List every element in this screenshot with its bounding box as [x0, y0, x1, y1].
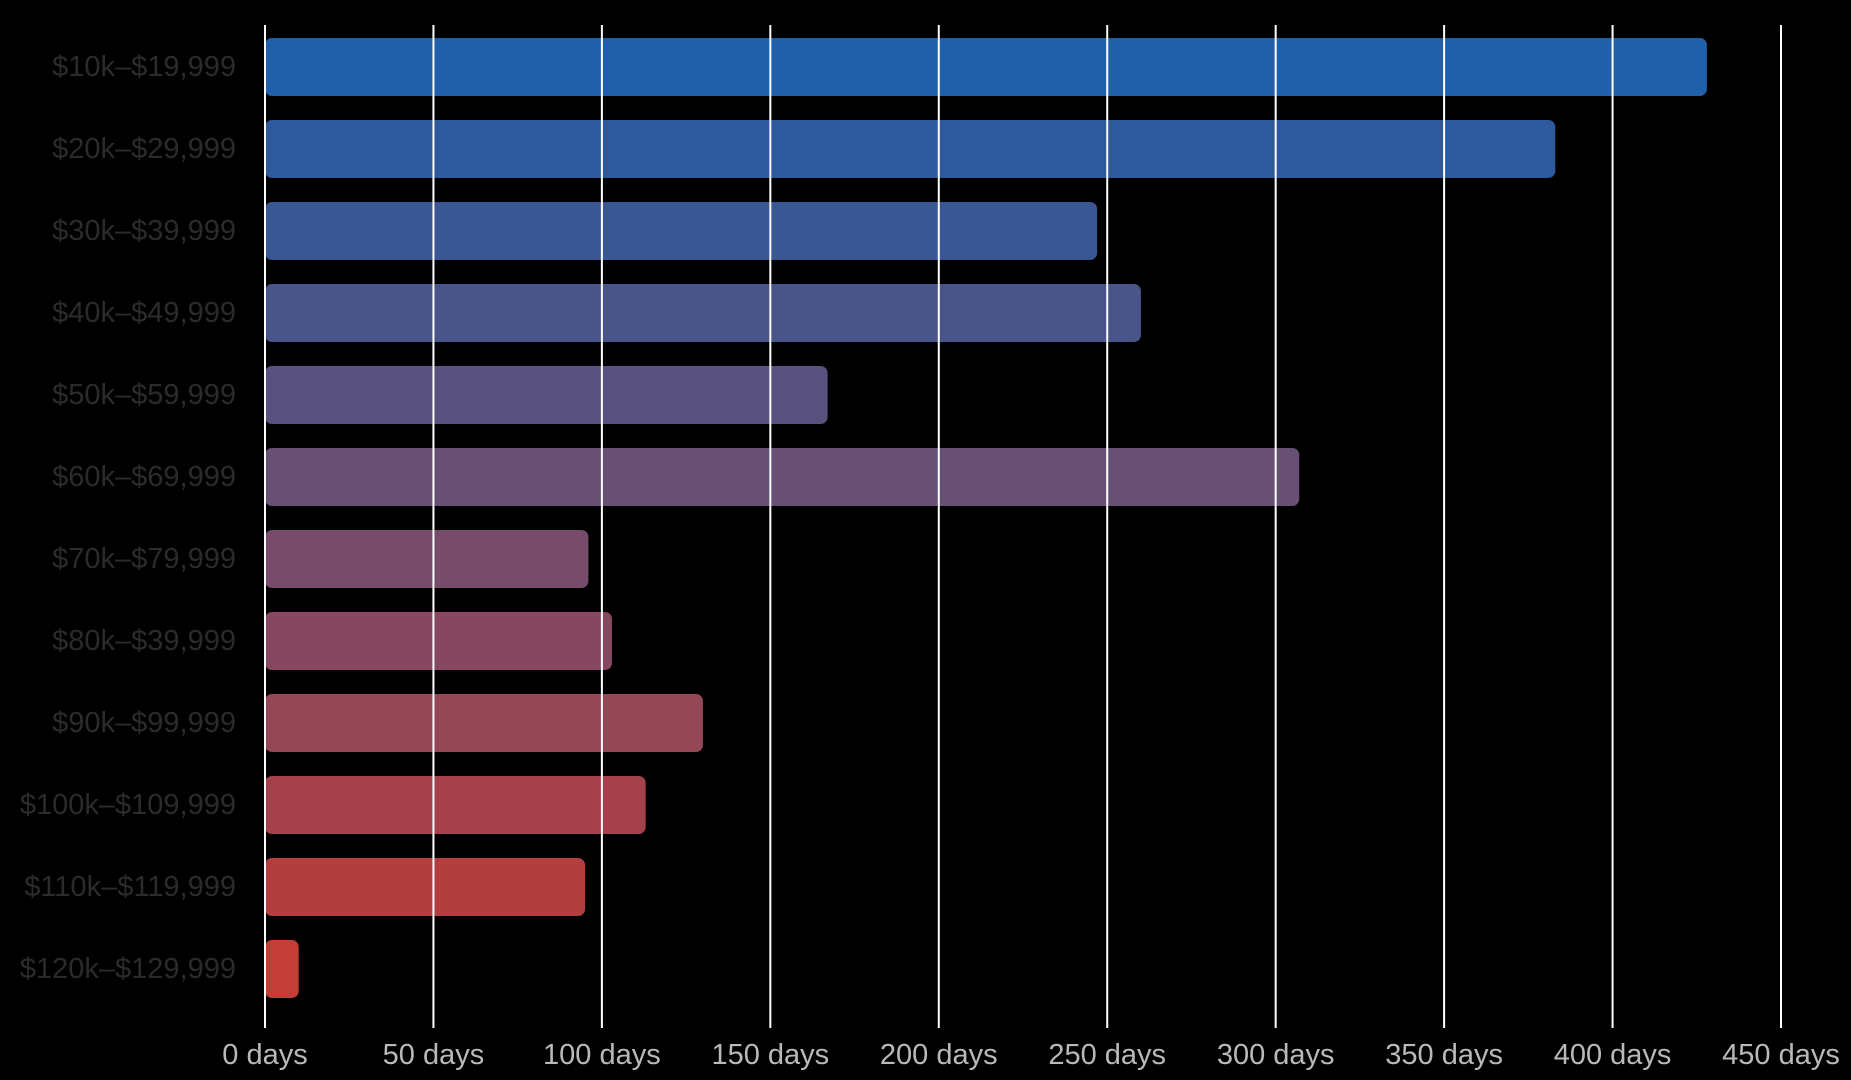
- category-label: $40k–$49,999: [52, 297, 236, 329]
- category-label: $50k–$59,999: [52, 379, 236, 411]
- x-tick-label: 350 days: [1385, 1039, 1503, 1071]
- x-tick-label: 50 days: [383, 1039, 485, 1071]
- category-label: $10k–$19,999: [52, 51, 236, 83]
- category-labels: $10k–$19,999 $20k–$29,999 $30k–$39,999 $40k…: [20, 51, 236, 985]
- category-label: $90k–$99,999: [52, 707, 236, 739]
- bar: [265, 366, 828, 424]
- category-label: $70k–$79,999: [52, 543, 236, 575]
- x-tick-label: 200 days: [880, 1039, 998, 1071]
- category-label: $20k–$29,999: [52, 133, 236, 165]
- bar: [265, 448, 1300, 506]
- bar: [265, 202, 1098, 260]
- x-axis-tick-labels: 0 days 50 days 100 days 150 days 200 days 250…: [222, 1039, 1840, 1071]
- bar: [265, 530, 589, 588]
- x-tick-label: 300 days: [1217, 1039, 1335, 1071]
- bar: [265, 940, 299, 998]
- x-tick-label: 450 days: [1722, 1039, 1840, 1071]
- gridlines-layer: [264, 25, 1782, 1028]
- x-tick-label: 400 days: [1554, 1039, 1672, 1071]
- bar: [265, 858, 586, 916]
- bar: [265, 776, 646, 834]
- bar: [265, 612, 612, 670]
- x-tick-label: 250 days: [1048, 1039, 1166, 1071]
- bars-layer: [265, 38, 1707, 998]
- category-label: $120k–$129,999: [20, 953, 236, 985]
- category-label: $30k–$39,999: [52, 215, 236, 247]
- x-tick-label: 0 days: [222, 1039, 307, 1071]
- bar: [265, 38, 1707, 96]
- category-label: $60k–$69,999: [52, 461, 236, 493]
- bar: [265, 694, 703, 752]
- x-tick-label: 100 days: [543, 1039, 661, 1071]
- x-tick-label: 150 days: [711, 1039, 829, 1071]
- category-label: $100k–$109,999: [20, 789, 236, 821]
- category-label: $80k–$39,999: [52, 625, 236, 657]
- category-label: $110k–$119,999: [24, 871, 236, 903]
- bar: [265, 284, 1141, 342]
- bar: [265, 120, 1556, 178]
